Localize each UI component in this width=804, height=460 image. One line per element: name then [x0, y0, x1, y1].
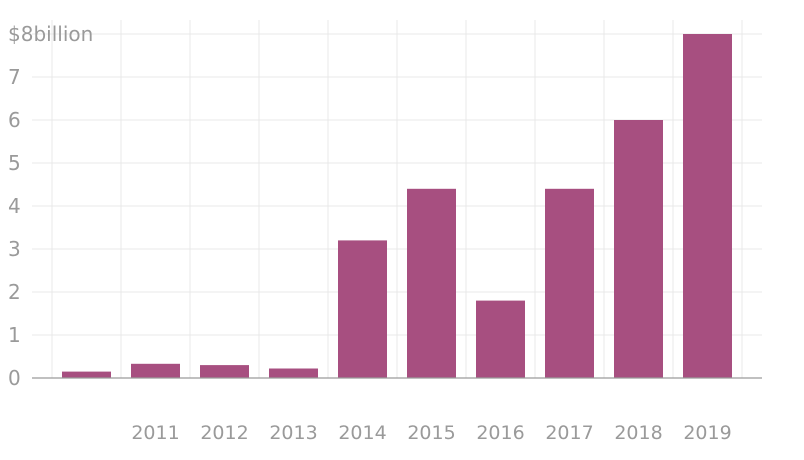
x-tick-label: 2019	[683, 422, 731, 444]
x-tick-label: 2014	[338, 422, 386, 444]
bar-2017	[545, 188, 594, 378]
bar-2010	[62, 371, 111, 378]
x-tick-label: 2013	[269, 422, 317, 444]
bar-2018	[614, 120, 663, 378]
x-tick-label: 2012	[200, 422, 248, 444]
bar-2012	[200, 365, 249, 378]
y-tick-label: 5	[8, 151, 21, 175]
bar-2015	[407, 188, 456, 378]
y-tick-label: 7	[8, 65, 21, 89]
bar-2019	[683, 34, 732, 378]
x-tick-label: 2017	[545, 422, 593, 444]
x-tick-label: 2011	[131, 422, 179, 444]
y-tick-label: 3	[8, 237, 21, 261]
x-tick-label: 2015	[407, 422, 455, 444]
bar-2016	[476, 300, 525, 378]
bar-layer	[62, 34, 732, 378]
x-tick-label: 2018	[614, 422, 662, 444]
bar-2014	[338, 240, 387, 378]
y-tick-label: 4	[8, 194, 21, 218]
y-tick-label: 0	[8, 366, 21, 390]
y-tick-label: $8billion	[8, 22, 93, 46]
bar-2011	[131, 363, 180, 378]
x-tick-label: 2016	[476, 422, 524, 444]
label-layer: 0 1 2 3 4 5 6 7 $8billion 2011 2012 2013 2014 2015 201…	[8, 22, 732, 444]
y-tick-label: 1	[8, 323, 21, 347]
y-tick-label: 6	[8, 108, 21, 132]
bar-2013	[269, 368, 318, 378]
y-tick-label: 2	[8, 280, 21, 304]
